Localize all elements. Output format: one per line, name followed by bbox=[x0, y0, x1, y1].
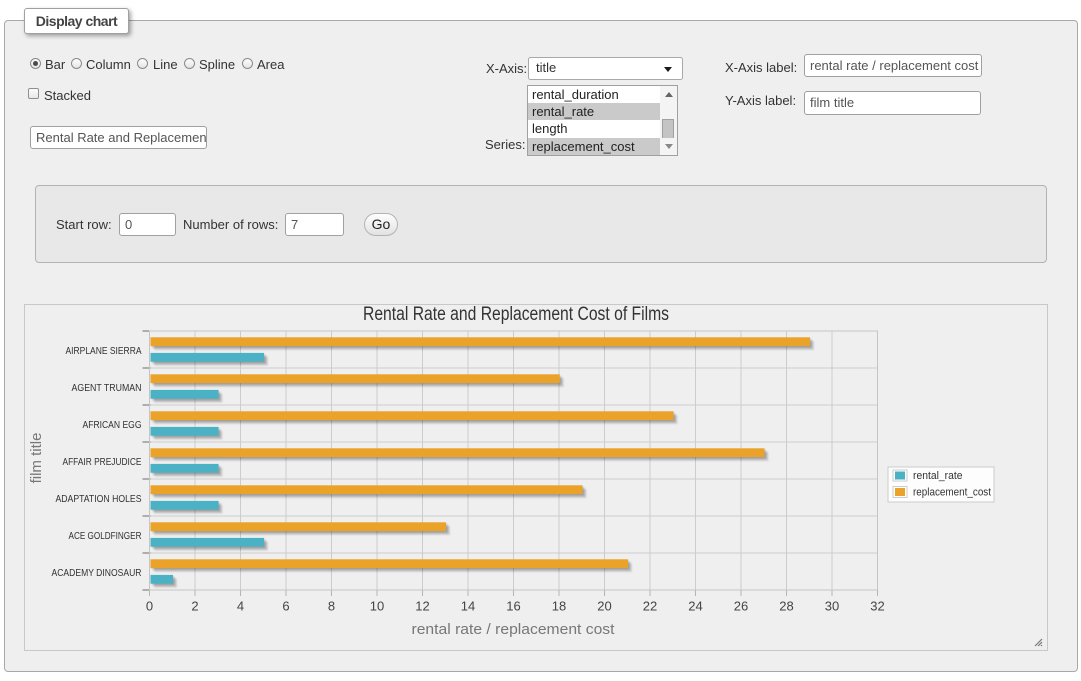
svg-text:22: 22 bbox=[643, 598, 657, 613]
svg-text:rental rate / replacement cost: rental rate / replacement cost bbox=[412, 621, 616, 638]
svg-text:6: 6 bbox=[282, 598, 289, 613]
svg-text:28: 28 bbox=[779, 598, 793, 613]
svg-text:8: 8 bbox=[328, 598, 335, 613]
svg-text:ACADEMY DINOSAUR: ACADEMY DINOSAUR bbox=[52, 568, 142, 579]
svg-text:24: 24 bbox=[688, 598, 702, 613]
svg-text:Rental Rate and Replacement Co: Rental Rate and Replacement Cost of Film… bbox=[363, 304, 669, 325]
svg-text:AFFAIR PREJUDICE: AFFAIR PREJUDICE bbox=[63, 457, 142, 468]
svg-text:replacement_cost: replacement_cost bbox=[913, 487, 991, 499]
svg-text:AIRPLANE SIERRA: AIRPLANE SIERRA bbox=[66, 346, 142, 357]
svg-text:2: 2 bbox=[191, 598, 198, 613]
svg-text:30: 30 bbox=[825, 598, 839, 613]
svg-text:AFRICAN EGG: AFRICAN EGG bbox=[83, 420, 142, 431]
svg-text:14: 14 bbox=[461, 598, 475, 613]
svg-text:10: 10 bbox=[370, 598, 384, 613]
svg-text:0: 0 bbox=[146, 598, 153, 613]
svg-text:18: 18 bbox=[552, 598, 566, 613]
svg-text:film title: film title bbox=[28, 433, 45, 484]
svg-text:AGENT TRUMAN: AGENT TRUMAN bbox=[72, 383, 142, 394]
svg-text:ACE GOLDFINGER: ACE GOLDFINGER bbox=[69, 531, 142, 542]
svg-text:4: 4 bbox=[237, 598, 244, 613]
svg-text:26: 26 bbox=[734, 598, 748, 613]
svg-text:16: 16 bbox=[506, 598, 520, 613]
svg-text:12: 12 bbox=[415, 598, 429, 613]
svg-text:20: 20 bbox=[597, 598, 611, 613]
svg-text:rental_rate: rental_rate bbox=[913, 470, 963, 482]
svg-text:32: 32 bbox=[870, 598, 884, 613]
svg-text:ADAPTATION HOLES: ADAPTATION HOLES bbox=[56, 494, 142, 505]
